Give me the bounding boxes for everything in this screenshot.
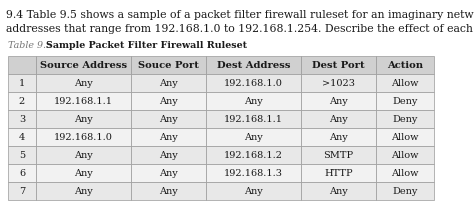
Text: 9.4 Table 9.5 shows a sample of a packet filter firewall ruleset for an imaginar: 9.4 Table 9.5 shows a sample of a packet… (6, 10, 474, 20)
Text: Any: Any (74, 151, 93, 160)
Text: 1: 1 (19, 79, 25, 88)
Text: Any: Any (74, 187, 93, 195)
Text: Any: Any (244, 187, 263, 195)
Bar (36, 128, 131, 146)
Text: Allow: Allow (391, 151, 419, 160)
Bar (131, 182, 206, 200)
Bar (206, 164, 301, 182)
Text: Dest Address: Dest Address (217, 61, 290, 70)
Text: Any: Any (159, 133, 178, 142)
Text: 4: 4 (19, 133, 25, 142)
Bar (206, 57, 301, 75)
Bar (376, 110, 434, 128)
Text: HTTP: HTTP (324, 169, 353, 178)
Bar (376, 146, 434, 164)
Bar (36, 75, 131, 92)
Bar (206, 110, 301, 128)
Bar (206, 92, 301, 110)
Bar (131, 110, 206, 128)
Bar (131, 57, 206, 75)
Text: 192.168.1.3: 192.168.1.3 (224, 169, 283, 178)
Bar (131, 128, 206, 146)
Bar (376, 182, 434, 200)
Text: Allow: Allow (391, 169, 419, 178)
Bar (131, 146, 206, 164)
Text: 192.168.1.0: 192.168.1.0 (224, 79, 283, 88)
Text: Any: Any (159, 115, 178, 124)
Text: 6: 6 (19, 169, 25, 178)
Text: 192.168.1.1: 192.168.1.1 (224, 115, 283, 124)
Text: Table 9.5: Table 9.5 (8, 41, 52, 50)
Bar (301, 92, 376, 110)
Bar (376, 128, 434, 146)
Text: Any: Any (244, 97, 263, 106)
Bar (376, 75, 434, 92)
Text: Any: Any (74, 79, 93, 88)
Bar (36, 57, 131, 75)
Text: Action: Action (387, 61, 423, 70)
Text: SMTP: SMTP (323, 151, 354, 160)
Text: Any: Any (159, 97, 178, 106)
Text: 3: 3 (19, 115, 25, 124)
Text: Any: Any (329, 97, 348, 106)
Text: Any: Any (329, 115, 348, 124)
Bar (131, 75, 206, 92)
Text: Sample Packet Filter Firewall Ruleset: Sample Packet Filter Firewall Ruleset (46, 41, 247, 50)
Bar (301, 110, 376, 128)
Bar (376, 164, 434, 182)
Text: Any: Any (329, 187, 348, 195)
Text: 192.168.1.0: 192.168.1.0 (54, 133, 113, 142)
Text: 2: 2 (19, 97, 25, 106)
Bar (36, 92, 131, 110)
Text: 7: 7 (19, 187, 25, 195)
Text: 5: 5 (19, 151, 25, 160)
Bar (8, 57, 36, 75)
Text: Allow: Allow (391, 133, 419, 142)
Bar (8, 110, 36, 128)
Bar (301, 182, 376, 200)
Bar (376, 57, 434, 75)
Text: Any: Any (159, 79, 178, 88)
Text: 192.168.1.1: 192.168.1.1 (54, 97, 113, 106)
Bar (206, 182, 301, 200)
Text: Any: Any (74, 115, 93, 124)
Bar (8, 75, 36, 92)
Text: Deny: Deny (392, 187, 418, 195)
Text: Any: Any (159, 169, 178, 178)
Text: Any: Any (74, 169, 93, 178)
Bar (36, 182, 131, 200)
Bar (206, 146, 301, 164)
Text: Dest Port: Dest Port (312, 61, 365, 70)
Bar (36, 164, 131, 182)
Bar (8, 128, 36, 146)
Bar (376, 92, 434, 110)
Bar (301, 57, 376, 75)
Bar (206, 75, 301, 92)
Text: Any: Any (329, 133, 348, 142)
Text: Any: Any (159, 187, 178, 195)
Bar (131, 92, 206, 110)
Text: Source Address: Source Address (40, 61, 127, 70)
Text: 192.168.1.2: 192.168.1.2 (224, 151, 283, 160)
Text: Deny: Deny (392, 97, 418, 106)
Text: addresses that range from 192.168.1.0 to 192.168.1.254. Describe the effect of e: addresses that range from 192.168.1.0 to… (6, 24, 474, 34)
Bar (301, 164, 376, 182)
Bar (36, 146, 131, 164)
Text: Any: Any (159, 151, 178, 160)
Bar (8, 146, 36, 164)
Bar (8, 92, 36, 110)
Text: Deny: Deny (392, 115, 418, 124)
Text: >1023: >1023 (322, 79, 355, 88)
Bar (301, 146, 376, 164)
Bar (36, 110, 131, 128)
Bar (8, 164, 36, 182)
Text: Souce Port: Souce Port (138, 61, 199, 70)
Bar (8, 182, 36, 200)
Bar (301, 128, 376, 146)
Bar (301, 75, 376, 92)
Bar (206, 128, 301, 146)
Text: Any: Any (244, 133, 263, 142)
Bar (131, 164, 206, 182)
Text: Allow: Allow (391, 79, 419, 88)
